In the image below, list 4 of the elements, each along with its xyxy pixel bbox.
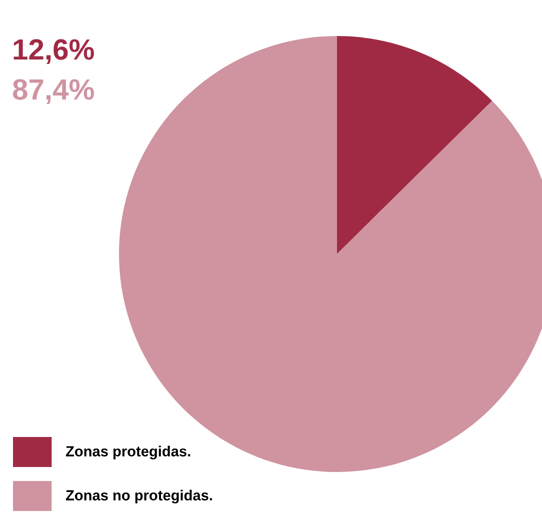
legend-label: Zonas protegidas. <box>66 446 190 460</box>
text: 12,6% <box>14 39 94 64</box>
text: 87,4% <box>12 79 94 104</box>
legend-label: Zonas no protegidas. <box>66 490 212 504</box>
